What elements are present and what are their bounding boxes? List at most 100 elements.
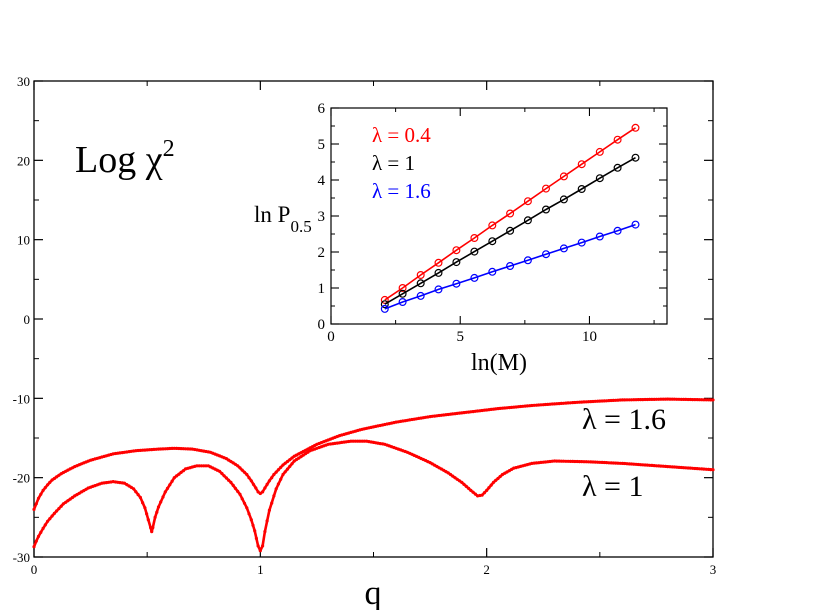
- main-series-point-lambda-1: [272, 494, 276, 498]
- main-series-point-lambda-1: [61, 502, 65, 506]
- main-series-point-lambda-1: [290, 462, 294, 466]
- main-series-point-lambda-1.6: [172, 446, 176, 450]
- main-series-point-lambda-1: [175, 474, 179, 478]
- main-series-point-lambda-1: [356, 439, 360, 443]
- main-series-point-lambda-1.6: [618, 398, 622, 402]
- main-series-point-lambda-1.6: [136, 448, 140, 453]
- main-series-point-lambda-1: [267, 508, 271, 512]
- main-series-point-lambda-1.6: [39, 492, 43, 496]
- main-series-point-lambda-1.6: [233, 462, 237, 466]
- main-series-point-lambda-1: [679, 465, 683, 470]
- main-series-point-lambda-1: [446, 471, 450, 475]
- main-series-point-lambda-1.6: [643, 397, 647, 402]
- main-series-point-lambda-1: [353, 439, 357, 443]
- main-series-point-lambda-1: [227, 478, 231, 482]
- main-series-point-lambda-1: [195, 464, 199, 468]
- main-series-point-lambda-1: [616, 461, 620, 465]
- main-series-point-lambda-1.6: [562, 401, 566, 405]
- main-series-point-lambda-1.6: [274, 470, 278, 474]
- main-series-point-lambda-1: [623, 461, 627, 466]
- main-series-point-lambda-1.6: [593, 399, 597, 403]
- main-series-point-lambda-1: [360, 439, 364, 443]
- main-series-point-lambda-1.6: [179, 447, 183, 451]
- inset-axis-ticks: 0 5 10 0 1 2 3 4 5 6: [318, 101, 667, 345]
- main-series-point-lambda-1: [460, 480, 464, 484]
- main-series-point-lambda-1.6: [684, 397, 688, 401]
- main-series-point-lambda-1.6: [32, 507, 36, 511]
- main-x-axis-label: q: [365, 575, 382, 610]
- inset-series-point-lambda-1.6: [506, 262, 515, 271]
- main-series-point-lambda-1.6: [704, 398, 708, 402]
- main-series-group: [32, 397, 715, 553]
- main-series-point-lambda-1.6: [543, 402, 548, 407]
- inset-x-tick-label: 5: [456, 329, 464, 345]
- main-series-point-lambda-1.6: [654, 397, 659, 401]
- main-series-point-lambda-1.6: [566, 401, 570, 405]
- main-series-point-lambda-1: [566, 459, 570, 463]
- main-series-point-lambda-1: [129, 485, 133, 489]
- main-series-point-lambda-1.6: [279, 465, 283, 469]
- main-series-point-lambda-1: [70, 495, 75, 500]
- main-series-point-lambda-1: [677, 465, 681, 469]
- main-series-point-lambda-1.6: [265, 482, 269, 486]
- main-series-point-lambda-1.6: [711, 398, 715, 402]
- main-series-point-lambda-1: [204, 464, 208, 468]
- main-series-point-lambda-1.6: [693, 398, 697, 402]
- inset-series-point-lambda-0.4: [631, 123, 640, 132]
- inset-x-tick-label: 0: [327, 329, 335, 345]
- main-series-point-lambda-1.6: [175, 446, 179, 450]
- main-series-point-lambda-1: [288, 464, 292, 468]
- main-series-point-lambda-1: [181, 469, 185, 473]
- inset-series-point-lambda-0.4: [523, 197, 532, 206]
- main-series-point-lambda-1.6: [48, 480, 52, 484]
- main-series-point-lambda-1: [247, 512, 251, 516]
- main-series-point-lambda-1: [496, 476, 500, 481]
- main-series-point-lambda-1.6: [623, 398, 627, 402]
- main-series-point-lambda-1.6: [457, 411, 462, 415]
- main-series-point-lambda-1.6: [236, 464, 240, 468]
- main-series-point-lambda-1.6: [444, 413, 448, 417]
- main-series-point-lambda-1.6: [659, 397, 663, 401]
- main-series-point-lambda-1.6: [620, 398, 625, 402]
- main-series-point-lambda-1.6: [697, 398, 702, 402]
- inset-series-point-lambda-1: [559, 195, 568, 204]
- inset-series-point-lambda-1.6: [416, 291, 425, 300]
- inset-series-point-lambda-0.4: [488, 221, 497, 230]
- main-series-point-lambda-1: [661, 464, 665, 468]
- main-series-point-lambda-1: [467, 486, 471, 490]
- inset-series-point-lambda-0.4: [470, 234, 479, 243]
- inset-series-point-lambda-1.6: [398, 298, 407, 307]
- main-series-point-lambda-1: [138, 495, 142, 500]
- main-series-point-lambda-1.6: [464, 410, 468, 414]
- main-series-point-lambda-1.6: [586, 400, 591, 404]
- main-series-point-lambda-1.6: [505, 406, 509, 410]
- main-series-point-lambda-1: [697, 467, 702, 471]
- main-series-point-lambda-1.6: [251, 482, 256, 486]
- inset-series-point-lambda-1: [488, 237, 497, 246]
- main-series-point-lambda-1.6: [245, 472, 249, 477]
- main-series-point-lambda-1.6: [530, 403, 534, 408]
- main-series-point-lambda-1: [562, 459, 566, 463]
- inset-series-point-lambda-1.6: [380, 304, 389, 313]
- main-series-point-lambda-1.6: [507, 406, 511, 410]
- main-series-point-lambda-1: [684, 466, 688, 470]
- main-series-point-lambda-1.6: [46, 483, 50, 487]
- main-series-point-lambda-1: [149, 526, 153, 530]
- main-series-point-lambda-1: [464, 484, 468, 488]
- main-series-point-lambda-1.6: [249, 479, 253, 483]
- inset-series-point-lambda-0.4: [595, 147, 604, 156]
- inset-series-point-lambda-1.6: [434, 285, 443, 294]
- main-series-point-lambda-1: [43, 523, 47, 527]
- main-x-tick-label: 0: [31, 562, 38, 577]
- main-series-point-lambda-1.6: [532, 403, 536, 407]
- main-series-point-lambda-1: [155, 510, 159, 514]
- main-series-point-lambda-1: [229, 480, 233, 484]
- main-series-point-lambda-1: [494, 478, 498, 482]
- main-series-point-lambda-1.6: [290, 456, 294, 460]
- main-series-point-lambda-1: [224, 476, 228, 480]
- inset-series-point-lambda-1: [398, 289, 407, 298]
- main-series-point-lambda-1.6: [582, 400, 586, 404]
- main-series-point-lambda-1: [159, 500, 163, 504]
- main-series-point-lambda-1: [591, 460, 595, 464]
- main-series-point-lambda-1: [134, 490, 138, 494]
